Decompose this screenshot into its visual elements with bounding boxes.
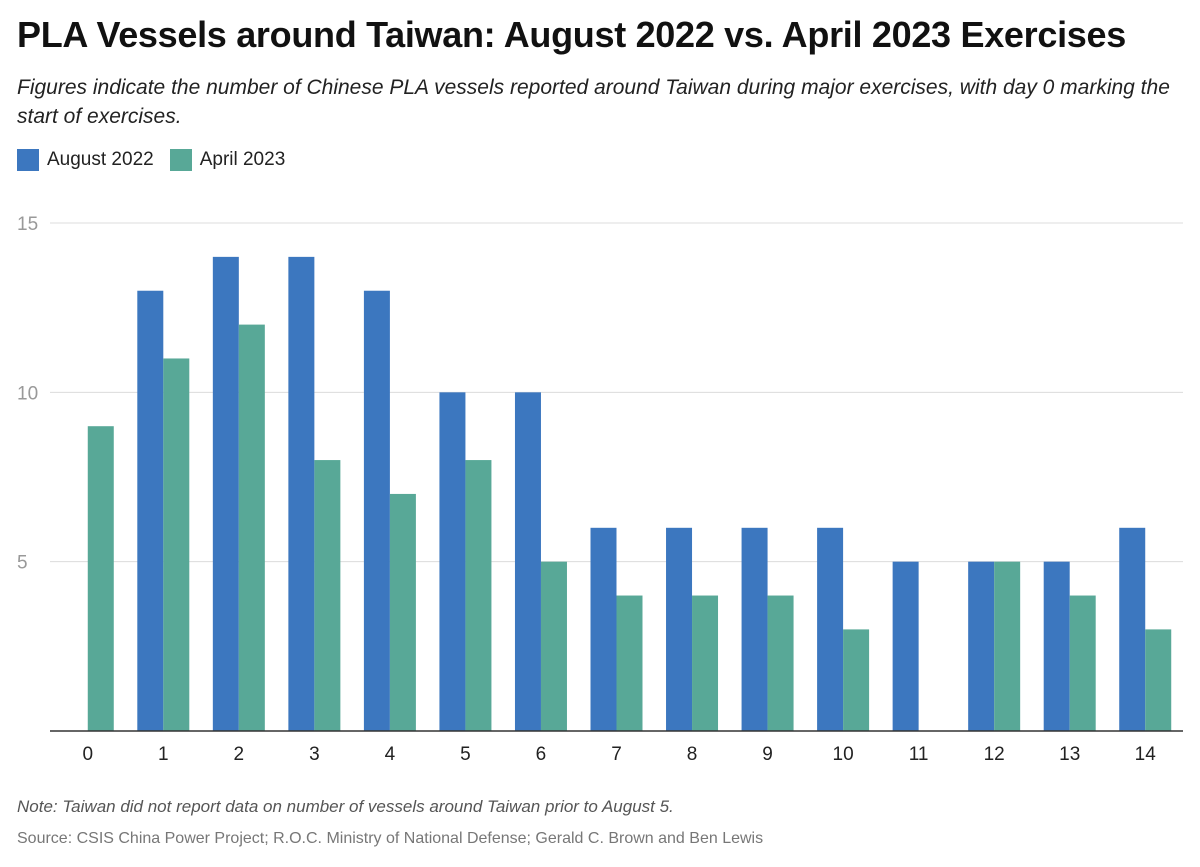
bar-august-2022-day-2 <box>212 256 239 731</box>
chart-note: Note: Taiwan did not report data on numb… <box>17 797 674 816</box>
bar-april-2023-day-8 <box>692 595 719 731</box>
bar-april-2023-day-0 <box>87 426 114 731</box>
legend-label-august-2022: August 2022 <box>47 149 154 170</box>
legend-swatch-august-2022 <box>17 149 39 171</box>
x-tick-label: 13 <box>1059 744 1080 765</box>
bar-august-2022-day-14 <box>1119 527 1146 731</box>
bar-august-2022-day-11 <box>892 561 919 731</box>
x-tick-label: 5 <box>460 744 471 765</box>
bar-april-2023-day-5 <box>465 460 492 731</box>
chart-subtitle: Figures indicate the number of Chinese P… <box>17 76 1170 128</box>
x-tick-label: 4 <box>385 744 396 765</box>
bar-august-2022-day-13 <box>1043 561 1070 731</box>
bar-august-2022-day-1 <box>137 290 164 731</box>
chart-source: Source: CSIS China Power Project; R.O.C.… <box>17 830 764 847</box>
legend-label-april-2023: April 2023 <box>199 149 286 170</box>
bar-august-2022-day-6 <box>514 392 541 731</box>
bar-april-2023-day-7 <box>616 595 643 731</box>
y-tick-label: 15 <box>17 214 38 235</box>
bar-april-2023-day-3 <box>314 460 341 731</box>
x-tick-label: 8 <box>687 744 698 765</box>
bar-august-2022-day-9 <box>741 527 768 731</box>
y-tick-label: 5 <box>17 553 28 574</box>
legend-item-august-2022: August 2022 <box>17 149 154 171</box>
bar-august-2022-day-10 <box>817 527 844 731</box>
bar-august-2022-day-3 <box>288 256 315 731</box>
bar-august-2022-day-5 <box>439 392 466 731</box>
bar-april-2023-day-10 <box>843 629 870 731</box>
x-tick-label: 12 <box>984 744 1005 765</box>
x-tick-label: 3 <box>309 744 320 765</box>
legend-item-april-2023: April 2023 <box>169 149 286 171</box>
x-tick-label: 10 <box>833 744 854 765</box>
x-tick-label: 2 <box>234 744 245 765</box>
bar-april-2023-day-13 <box>1069 595 1096 731</box>
x-tick-label: 14 <box>1135 744 1157 765</box>
x-tick-label: 6 <box>536 744 547 765</box>
legend-swatch-april-2023 <box>169 149 192 171</box>
bar-april-2023-day-6 <box>540 561 567 731</box>
x-tick-label: 7 <box>611 744 622 765</box>
bar-april-2023-day-4 <box>389 493 416 731</box>
bar-august-2022-day-12 <box>968 561 995 731</box>
bar-april-2023-day-1 <box>163 358 190 731</box>
chart-title: PLA Vessels around Taiwan: August 2022 v… <box>17 14 1126 55</box>
bar-april-2023-day-9 <box>767 595 794 731</box>
x-tick-label: 1 <box>158 744 169 765</box>
y-tick-label: 10 <box>17 383 38 404</box>
bar-august-2022-day-7 <box>590 527 617 731</box>
legend: August 2022 April 2023 <box>17 149 301 171</box>
bar-august-2022-day-4 <box>363 290 390 731</box>
bar-april-2023-day-12 <box>994 561 1021 731</box>
bar-august-2022-day-8 <box>666 527 693 731</box>
bar-april-2023-day-2 <box>238 324 265 731</box>
x-tick-label: 0 <box>82 744 93 765</box>
x-tick-label: 9 <box>762 744 773 765</box>
x-tick-label: 11 <box>909 744 929 765</box>
bar-april-2023-day-14 <box>1145 629 1172 731</box>
